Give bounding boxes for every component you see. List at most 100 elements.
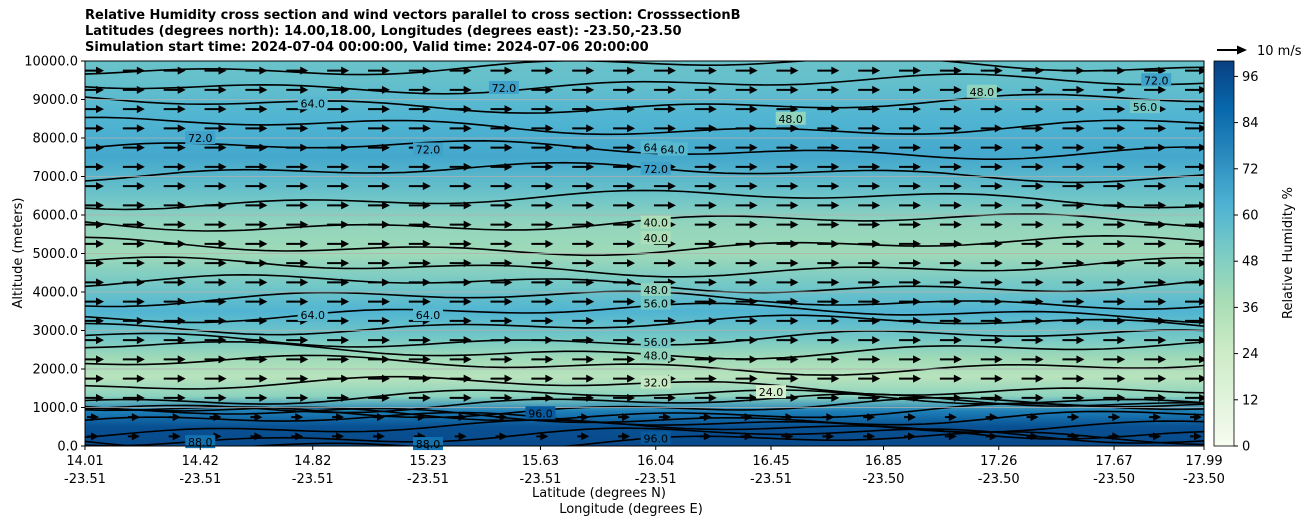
wind-arrow	[735, 85, 758, 94]
wind-arrow	[939, 124, 962, 133]
wind-arrow	[408, 278, 431, 287]
wind-arrow	[904, 432, 917, 441]
wind-arrow	[490, 201, 513, 210]
wind-arrow	[735, 316, 758, 325]
colorbar-tick-label: 0	[1242, 440, 1250, 455]
wind-arrow	[1144, 66, 1167, 75]
colorbar-label: Relative Humidity %	[1281, 187, 1296, 319]
wind-arrow	[85, 278, 104, 287]
contour-label-bg	[640, 335, 671, 349]
wind-arrow	[577, 432, 590, 441]
wind-arrow	[899, 66, 922, 75]
wind-arrow	[245, 259, 268, 268]
wind-arrow	[122, 201, 145, 210]
wind-arrow	[367, 355, 390, 364]
wind-arrow	[1185, 66, 1204, 75]
wind-arrow	[163, 259, 186, 268]
wind-arrow	[204, 259, 227, 268]
contour-label: 72.0	[416, 144, 441, 157]
wind-arrow	[367, 105, 390, 114]
wind-arrow	[1062, 259, 1085, 268]
wind-arrow	[531, 85, 554, 94]
wind-arrow	[449, 297, 472, 306]
colorbar-ticks: 0 12 24 36 48 60 72 84 96	[1234, 70, 1259, 455]
wind-arrow	[327, 143, 350, 152]
wind-arrow	[817, 201, 840, 210]
contour-label: 48.0	[778, 113, 803, 126]
wind-arrow	[1103, 124, 1126, 133]
wind-arrow	[408, 355, 431, 364]
wind-arrow	[1103, 66, 1126, 75]
wind-arrow	[327, 336, 350, 345]
wind-arrow	[286, 355, 309, 364]
contour-label: 64.0	[300, 97, 325, 110]
wind-arrow	[572, 105, 595, 114]
wind-arrow	[776, 336, 799, 345]
wind-arrow	[163, 278, 186, 287]
wind-arrow	[122, 143, 145, 152]
wind-arrow	[286, 336, 309, 345]
wind-arrow	[1062, 201, 1085, 210]
wind-arrow	[1185, 143, 1204, 152]
wind-arrow	[85, 66, 104, 75]
wind-arrow	[85, 239, 104, 248]
wind-arrow	[817, 355, 840, 364]
wind-arrow	[490, 124, 513, 133]
wind-arrow	[899, 259, 922, 268]
wind-arrow	[85, 162, 104, 171]
wind-arrow	[122, 316, 145, 325]
wind-arrow	[980, 143, 1003, 152]
wind-arrow	[245, 278, 268, 287]
wind-arrow	[327, 278, 350, 287]
contour-label-bg	[1129, 100, 1160, 114]
wind-arrow	[449, 220, 472, 229]
wind-arrow	[1144, 278, 1167, 287]
wind-arrow	[694, 393, 717, 402]
contour-line	[85, 389, 1204, 405]
wind-arrow	[735, 201, 758, 210]
contour-label-bg	[640, 215, 671, 229]
wind-arrow	[204, 124, 227, 133]
wind-arrow	[85, 393, 104, 402]
wind-arrow	[122, 85, 145, 94]
wind-arrow	[980, 239, 1003, 248]
contour-label: 96.0	[643, 432, 668, 445]
wind-arrow	[776, 66, 799, 75]
wind-arrow	[531, 336, 554, 345]
wind-key-label: 10 m/s	[1257, 44, 1302, 59]
wind-arrow	[735, 162, 758, 171]
wind-arrow	[735, 374, 758, 383]
wind-arrow	[858, 374, 881, 383]
y-tick-label: 9000.0	[33, 93, 79, 108]
wind-arrow	[286, 143, 309, 152]
x-tick-label-lon: -23.50	[1093, 472, 1135, 487]
x-tick-label-lat: 17.26	[980, 454, 1017, 469]
contour-label-bg	[966, 84, 997, 98]
wind-arrow	[1144, 239, 1167, 248]
contour-label-bg	[1141, 73, 1172, 87]
contour-label-bg	[413, 308, 444, 322]
x-tick-label-lon: -23.51	[179, 472, 221, 487]
wind-arrow	[858, 66, 881, 75]
wind-arrow	[127, 432, 140, 441]
wind-arrow	[449, 124, 472, 133]
wind-arrow	[85, 143, 104, 152]
wind-arrow	[858, 393, 881, 402]
wind-arrow	[980, 374, 1003, 383]
wind-arrow	[204, 374, 227, 383]
wind-arrow	[1062, 143, 1085, 152]
wind-arrow	[408, 85, 431, 94]
wind-arrow	[694, 201, 717, 210]
wind-arrow	[490, 297, 513, 306]
wind-arrow	[245, 182, 268, 191]
wind-arrow	[449, 355, 472, 364]
wind-arrow	[204, 220, 227, 229]
wind-arrow	[613, 66, 636, 75]
contour-line	[85, 61, 1204, 76]
wind-arrow	[286, 66, 309, 75]
x-tick-label-lat: 17.99	[1185, 454, 1222, 469]
contour-line	[85, 189, 1204, 211]
wind-arrow	[245, 162, 268, 171]
wind-arrow	[495, 432, 508, 441]
contour-label: 96.0	[528, 407, 553, 420]
